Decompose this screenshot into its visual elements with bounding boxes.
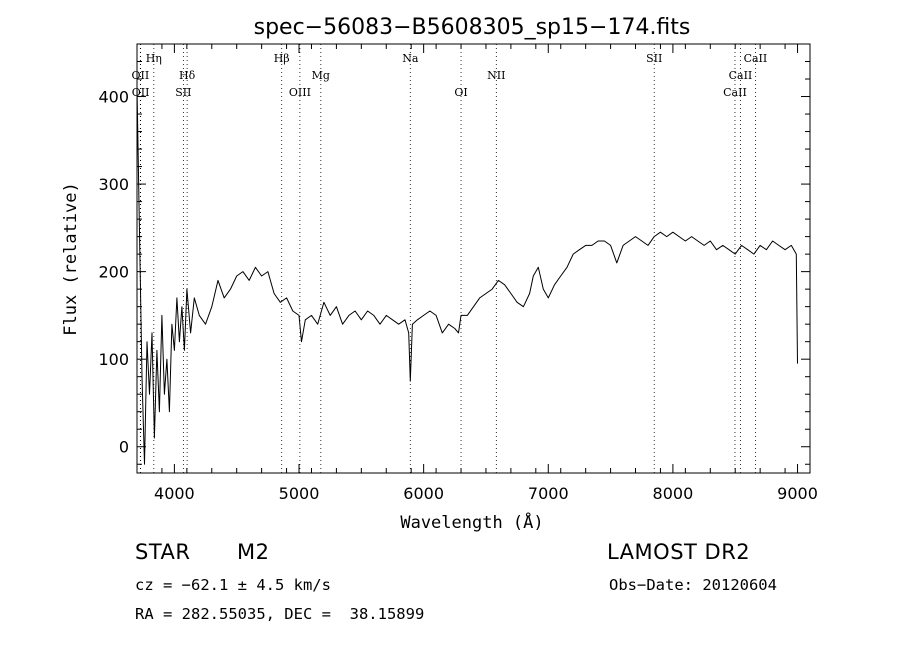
x-tick-label: 6000 xyxy=(403,484,444,503)
y-tick-label: 0 xyxy=(119,438,129,457)
line-marker-label: Na xyxy=(402,52,419,65)
line-marker-label: OI xyxy=(454,86,467,99)
redshift-velocity: cz = −62.1 ± 4.5 km/s xyxy=(135,576,331,594)
line-marker-label: CaII xyxy=(744,52,768,65)
line-marker-label: Hδ xyxy=(179,69,196,82)
line-marker-label: OII xyxy=(132,69,150,82)
spectrum-line xyxy=(136,87,798,465)
y-axis-label: Flux (relative) xyxy=(61,182,81,336)
observation-date: Obs−Date: 20120604 xyxy=(609,576,777,594)
object-class: STAR xyxy=(135,540,191,564)
x-tick-label: 5000 xyxy=(279,484,320,503)
line-marker-label: Hβ xyxy=(274,52,290,65)
line-marker-label: Hη xyxy=(146,52,162,65)
line-marker-label: OII xyxy=(132,86,150,99)
y-tick-label: 200 xyxy=(98,263,129,282)
x-tick-label: 4000 xyxy=(154,484,195,503)
x-tick-label: 8000 xyxy=(653,484,694,503)
coordinates: RA = 282.55035, DEC = 38.15899 xyxy=(135,605,425,623)
line-marker-label: SII xyxy=(646,52,662,65)
x-axis-label: Wavelength (Å) xyxy=(400,511,543,533)
line-marker-label: CaII xyxy=(723,86,747,99)
axis-ticks: 4000 5000 6000 7000 8000 9000 0 100 200 300 400 xyxy=(98,44,818,503)
y-tick-label: 300 xyxy=(98,175,129,194)
line-marker-label: CaII xyxy=(729,69,753,82)
y-tick-label: 100 xyxy=(98,350,129,369)
survey-name: LAMOST DR2 xyxy=(607,540,751,564)
line-marker-label: SII xyxy=(175,86,191,99)
line-marker-label: Mg xyxy=(312,69,330,82)
y-tick-label: 400 xyxy=(98,88,129,107)
plot-frame xyxy=(136,43,811,474)
x-tick-label: 7000 xyxy=(528,484,569,503)
chart-title: spec−56083−B5608305_sp15−174.fits xyxy=(254,15,691,40)
spectrum-series xyxy=(136,87,798,465)
object-subclass: M2 xyxy=(237,540,270,564)
x-tick-label: 9000 xyxy=(777,484,818,503)
line-marker-label: NII xyxy=(487,69,505,82)
line-marker-label: OIII xyxy=(289,86,311,99)
